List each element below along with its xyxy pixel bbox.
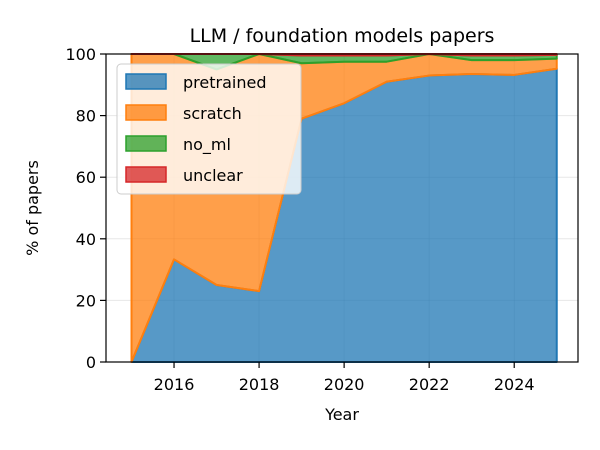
y-tick-label: 20 — [76, 291, 96, 310]
plot-frame — [105, 53, 579, 363]
legend-label-no-ml: no_ml — [183, 135, 231, 155]
legend-swatch-scratch — [125, 104, 167, 121]
y-tick-label: 100 — [65, 45, 96, 64]
legend-label-pretrained: pretrained — [183, 73, 266, 92]
chart-title: LLM / foundation models papers — [190, 25, 495, 47]
legend-swatch-no-ml — [125, 135, 167, 152]
y-tick-label: 60 — [76, 168, 96, 187]
y-tick-label: 40 — [76, 230, 96, 249]
legend-swatch-pretrained — [125, 73, 167, 90]
x-ticks: 2016 2018 2020 2022 2024 — [154, 362, 535, 394]
x-tick-label: 2018 — [239, 375, 280, 394]
x-axis-label: Year — [324, 405, 359, 424]
legend-label-unclear: unclear — [183, 166, 243, 185]
legend-label-scratch: scratch — [183, 104, 242, 123]
x-tick-label: 2022 — [409, 375, 450, 394]
legend-box — [116, 63, 302, 195]
legend-swatch-unclear — [125, 166, 167, 183]
x-tick-label: 2020 — [324, 375, 365, 394]
x-tick-label: 2024 — [494, 375, 535, 394]
y-axis-label: % of papers — [23, 160, 42, 256]
x-tick-label: 2016 — [154, 375, 195, 394]
y-tick-label: 0 — [86, 353, 96, 372]
y-ticks: 0 20 40 60 80 100 — [65, 45, 106, 372]
y-tick-label: 80 — [76, 107, 96, 126]
axes — [105, 53, 579, 363]
